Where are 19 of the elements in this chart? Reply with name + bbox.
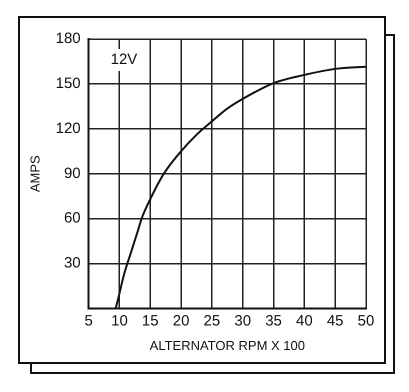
x-tick-label: 40 [296, 312, 313, 330]
x-tick-label: 25 [204, 312, 220, 330]
x-tick-label: 15 [142, 312, 159, 330]
x-tick-label: 10 [111, 312, 128, 330]
y-tick-label: 60 [64, 210, 81, 227]
x-tick-label: 45 [326, 312, 344, 330]
x-tick-label: 30 [234, 312, 252, 330]
y-tick-label: 180 [56, 30, 81, 48]
x-tick-label: 5 [84, 312, 93, 330]
y-tick-label: 120 [56, 120, 81, 137]
y-axis-title: AMPS [27, 154, 42, 192]
x-tick-label: 50 [358, 312, 374, 330]
text: 12V [110, 51, 138, 68]
x-tick-label: 20 [172, 312, 190, 330]
x-axis-title: ALTERNATOR RPM X 100 [150, 338, 305, 353]
x-tick-label: 35 [265, 312, 282, 330]
y-tick-label: 30 [64, 254, 81, 272]
y-tick-label: 150 [56, 75, 81, 92]
y-tick-label: 90 [64, 164, 81, 182]
